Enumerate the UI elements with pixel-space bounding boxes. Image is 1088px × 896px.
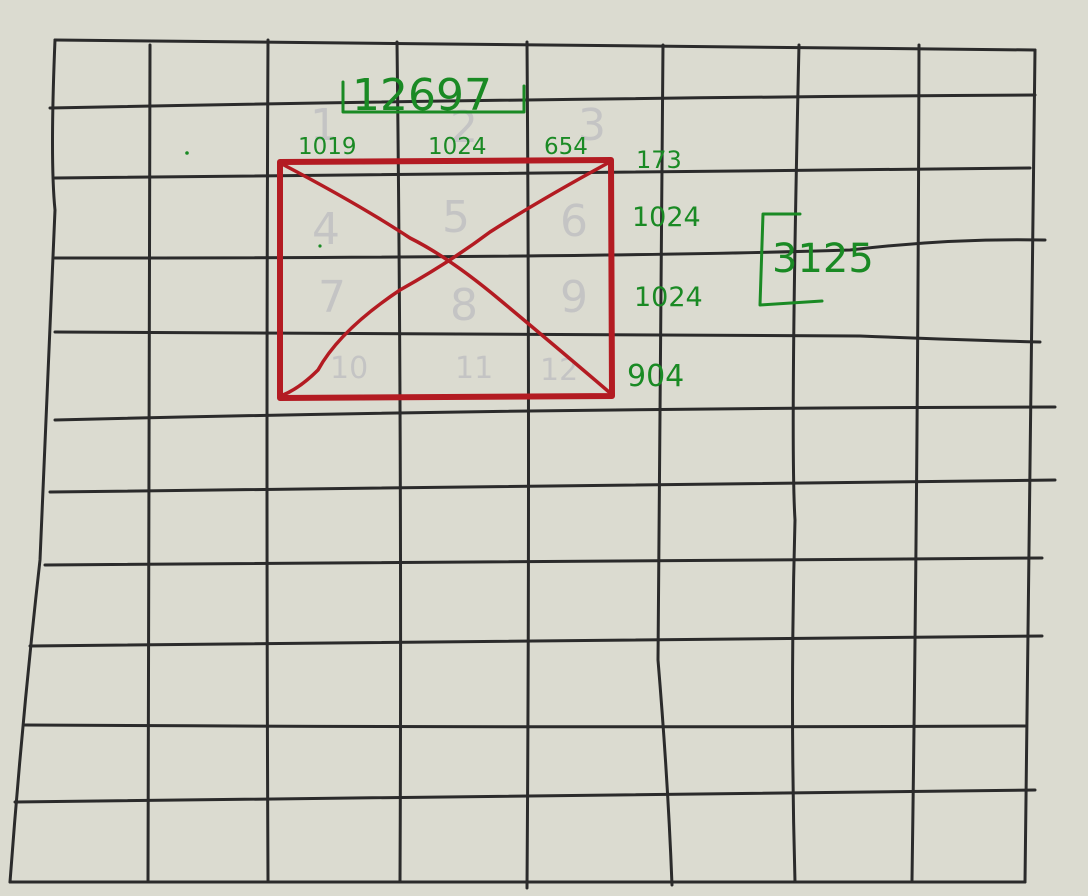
grid-row-line [48,93,1037,110]
selection-border [277,157,615,401]
stray-dot [185,151,189,155]
grid-row-line [28,634,1044,648]
row-sum: 904 [627,359,684,394]
column-sum: 654 [544,134,588,160]
grid-column-line [910,43,921,882]
row-sum: 1024 [632,202,701,233]
stray-dot [318,244,322,248]
row-sum: 173 [636,146,682,174]
grid-column-line [656,43,674,887]
side-total-label: 3125 [772,236,874,282]
grid-column-line [265,38,270,882]
tile-number: 6 [560,196,588,247]
selection-box [277,157,615,401]
grid-row-line [53,238,1047,260]
tile-number: 10 [330,351,368,386]
tile-number: 12 [540,353,578,388]
column-sum: 1019 [298,134,357,160]
tile-number: 8 [450,280,478,331]
tile-number: 7 [318,272,346,323]
grid-row-line [53,166,1032,180]
grid-column-line [146,43,152,882]
grid-column-line [395,40,403,884]
annotations: 12697 1019 1024 654 173 1024 1024 904 31… [185,70,874,394]
grid-row-line [23,723,1027,729]
column-sum: 1024 [428,134,487,160]
grid-column-line [525,40,530,890]
total-label: 12697 [352,70,492,121]
side-total-bracket [758,212,824,307]
tile-number: 3 [578,100,606,151]
selection-diagonal [281,161,610,397]
grid-row-line [43,556,1044,567]
tile-number: 4 [312,204,340,255]
grid [8,38,1057,890]
grid-row-line [53,405,1057,422]
grid-row-line [8,880,1027,885]
grid-row-line [53,38,1037,52]
grid-column-line [791,43,801,884]
grid-row-line [13,788,1037,804]
total-bracket [341,80,526,114]
tile-numbers: 1 2 3 4 5 6 7 8 9 10 11 12 [310,100,606,388]
tile-number: 11 [455,351,493,386]
tile-number: 9 [560,272,588,323]
grid-column-line [8,38,57,884]
tile-number: 1 [310,100,338,151]
grid-column-line [1023,48,1037,884]
row-sum: 1024 [634,282,703,313]
grid-row-line [53,330,1042,344]
grid-row-line [48,478,1057,494]
tile-number: 5 [442,192,470,243]
